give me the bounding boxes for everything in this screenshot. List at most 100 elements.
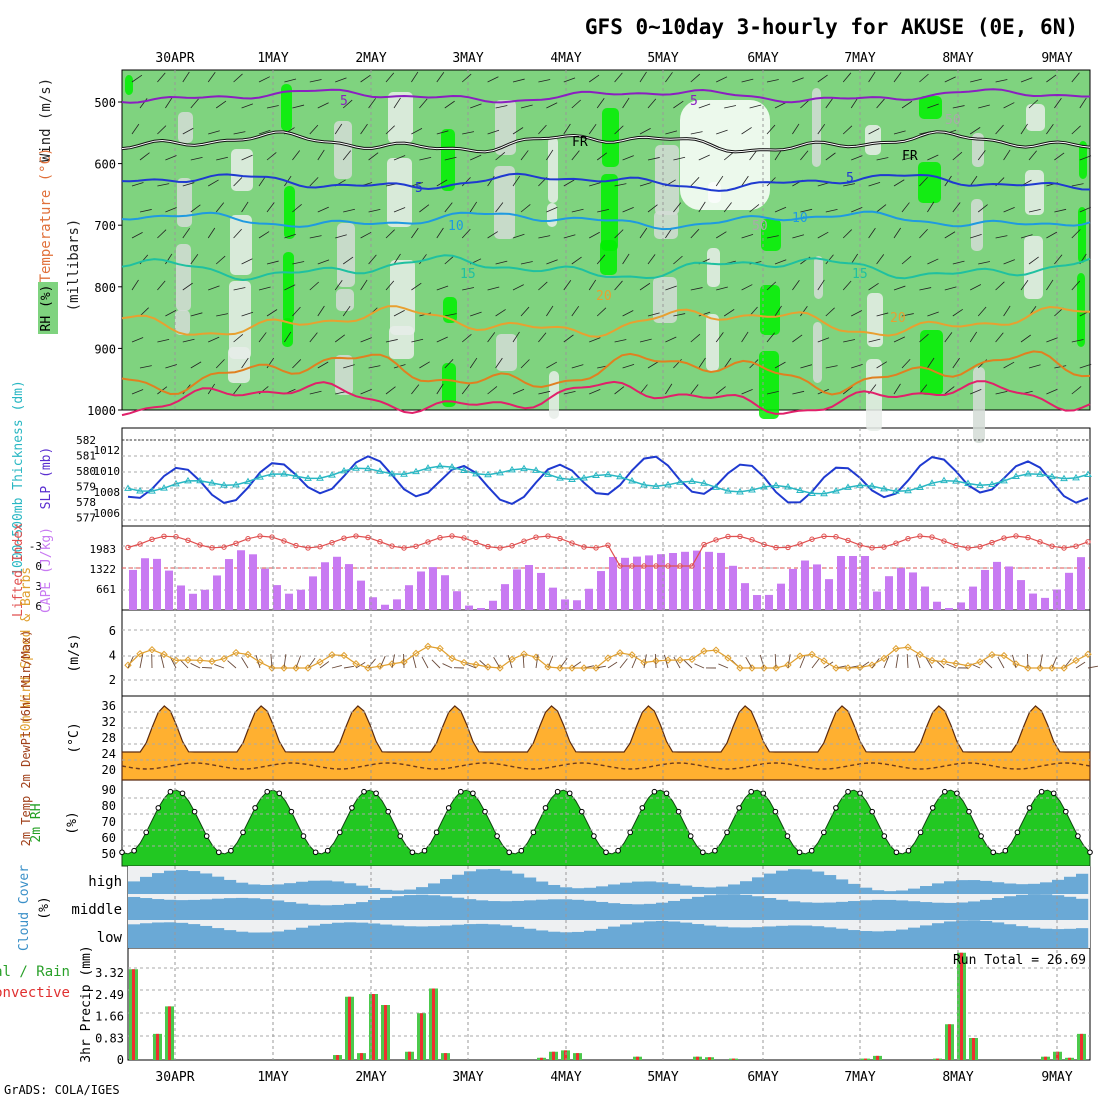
wind-barb [343,208,355,213]
wind-barb [233,131,246,135]
wind-barb [647,157,660,161]
cloud-bar [632,881,645,894]
wind10-point [892,644,900,653]
rh-patch [655,145,679,215]
cape-bar [429,567,437,610]
cloud-bar [776,925,789,948]
cape-bar [501,584,509,610]
temp2m-area [121,705,1091,781]
precip-conv-bar [408,1051,411,1060]
cape-bar [585,588,593,610]
rh2m-point [833,805,839,811]
rh2m-point [881,833,888,839]
wind-barb [165,253,173,265]
wind-barb [309,390,322,395]
thickness-point [328,471,336,478]
wind10-barb [493,657,501,669]
wind-barb [614,339,627,343]
thickness-point [796,486,804,493]
cape-tick: 1322 [90,563,117,576]
temp-contour-minus5 [121,88,1090,104]
wind10-barb [643,654,647,669]
cloud-bar [824,927,837,948]
wind-barb [1028,364,1041,369]
wind-barb [571,150,580,161]
thickness-point [1084,470,1092,477]
wind-barb [131,74,143,83]
wind-barb [647,204,658,213]
rh2m-point [518,847,525,854]
wind-barb [411,282,422,291]
cloud-bar [1064,876,1077,894]
wind-barb [919,176,928,187]
upper-legend-rh: RH (%) [39,285,54,332]
rh-patch [760,285,780,335]
wind-barb [842,280,852,291]
cloud-bar [368,899,381,920]
upper-ylabel-p: (millibars) [66,219,82,312]
cloud-bar [344,883,357,894]
wind-barb [893,336,906,343]
wind-barb [292,204,302,213]
cloud-bar [704,887,717,894]
wind-barb [919,73,929,83]
thickness-point [820,489,828,497]
cloud-bar [200,925,213,948]
wind-barb [774,305,782,317]
cloud-bar [548,899,561,920]
wind-barb [774,361,786,369]
wind10-barb [595,665,606,669]
rh2m-point [1087,849,1093,856]
wind-barb [901,255,912,265]
cloud-bar [932,902,945,920]
slp-line [127,455,1089,505]
li-tick: 6 [35,600,42,613]
precip-tick: 0 [117,1053,124,1067]
wind-barb [563,123,571,135]
cloud-bar [692,886,705,894]
cloud-bar [392,925,405,948]
cloud-bar [908,888,921,894]
cape-bar [1017,580,1025,610]
wind-barb [462,287,475,291]
cloud-bar [320,905,333,920]
cape-bar [993,561,1001,610]
wind-barb [952,202,961,213]
precip-conv-bar [384,1005,387,1060]
wind-barb [571,364,584,369]
date-label-bottom: 30APR [155,1070,194,1085]
wind10-point [676,656,684,664]
cloud-ylabel: Cloud Cover [17,865,32,951]
contour-label: 20 [596,289,612,304]
cape-bar [729,565,737,610]
wind-barb [411,71,419,83]
rh2m-point [530,829,537,836]
wind10-units: (m/s) [67,633,82,672]
wind-barb [893,383,901,395]
cloud-bar [284,929,297,948]
cloud-bar [848,901,861,920]
wind-barb [901,358,911,369]
rh-patch [228,347,250,383]
cloud-bar [152,899,165,920]
wind-barb [1020,77,1033,83]
thickness-point [640,480,648,488]
rh2m-point [542,805,549,811]
wind10-tick: 2 [109,673,116,687]
wind10-point [376,662,384,670]
cloud-bar [644,881,657,894]
wind-barb [512,175,521,187]
wind-barb [571,99,582,109]
thickness-point [760,483,768,490]
contour-label: 5 [340,94,348,109]
wind-barb [698,201,706,213]
cape-bar [861,556,869,610]
rh-patch [176,244,191,311]
wind-barb [970,234,982,239]
contour-label: 5 [846,171,854,186]
precip-conv-bar [132,969,135,1060]
cloud-bar [860,887,873,894]
wind-barb [919,287,932,291]
wind10-barb [694,663,705,669]
date-label-bottom: 7MAY [844,1070,875,1085]
